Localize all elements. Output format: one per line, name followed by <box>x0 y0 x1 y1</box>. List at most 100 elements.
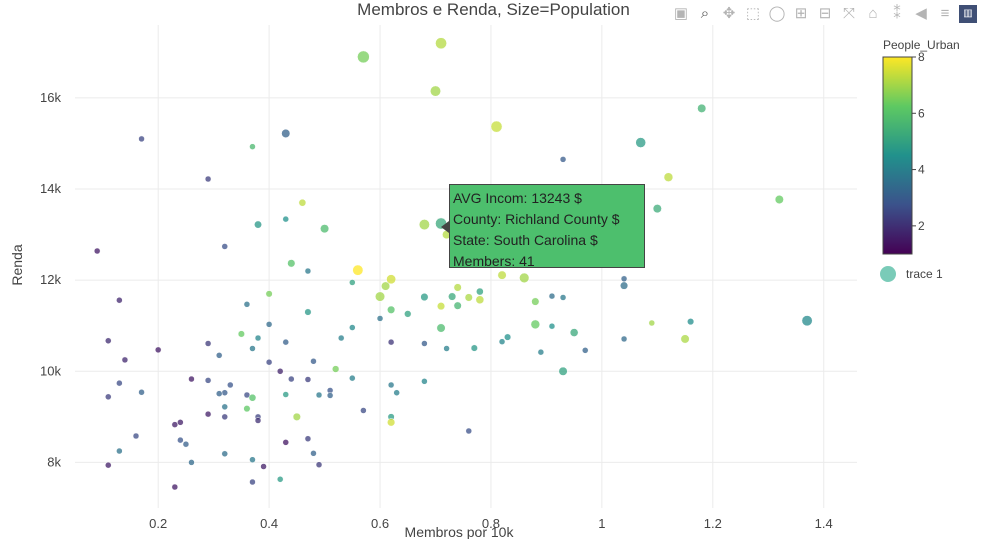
data-point[interactable] <box>260 463 267 470</box>
data-point[interactable] <box>497 270 507 280</box>
data-point[interactable] <box>243 405 251 413</box>
data-point[interactable] <box>393 389 400 396</box>
data-point[interactable] <box>171 421 179 428</box>
data-point[interactable] <box>352 264 364 276</box>
data-point[interactable] <box>435 37 447 50</box>
data-point[interactable] <box>620 335 628 343</box>
data-point[interactable] <box>105 393 112 401</box>
data-point[interactable] <box>331 365 340 373</box>
data-point[interactable] <box>254 220 262 229</box>
spike-lines-icon[interactable]: ⁑ <box>893 5 901 22</box>
data-point[interactable] <box>282 215 290 223</box>
data-point[interactable] <box>635 137 646 148</box>
data-point[interactable] <box>470 344 478 352</box>
data-point[interactable] <box>498 338 506 345</box>
data-point[interactable] <box>349 279 356 286</box>
data-point[interactable] <box>177 419 184 426</box>
data-point[interactable] <box>349 324 356 331</box>
data-point[interactable] <box>304 376 312 383</box>
data-points[interactable] <box>93 37 813 491</box>
data-point[interactable] <box>265 290 273 298</box>
data-point[interactable] <box>475 295 485 305</box>
data-point[interactable] <box>375 291 386 302</box>
data-point[interactable] <box>436 302 446 311</box>
data-point[interactable] <box>177 436 184 444</box>
data-point[interactable] <box>337 334 345 342</box>
data-point[interactable] <box>465 427 473 435</box>
data-point[interactable] <box>648 319 656 327</box>
pan-icon[interactable]: ✥ <box>722 5 736 22</box>
data-point[interactable] <box>288 375 295 383</box>
data-point[interactable] <box>326 392 334 399</box>
data-point[interactable] <box>237 330 245 338</box>
data-point[interactable] <box>276 368 284 375</box>
zoom-icon[interactable]: ⌕ <box>700 5 710 22</box>
data-point[interactable] <box>221 243 228 250</box>
data-point[interactable] <box>204 410 212 418</box>
data-point[interactable] <box>254 417 262 424</box>
data-point[interactable] <box>154 346 162 354</box>
data-point[interactable] <box>287 259 296 268</box>
hover-compare-icon[interactable]: ≡ <box>940 5 950 22</box>
data-point[interactable] <box>652 204 662 214</box>
data-point[interactable] <box>801 315 813 327</box>
data-point[interactable] <box>221 403 228 411</box>
data-point[interactable] <box>281 128 291 138</box>
data-point[interactable] <box>559 294 567 301</box>
data-point[interactable] <box>697 103 707 113</box>
data-point[interactable] <box>453 301 462 310</box>
data-point[interactable] <box>93 247 101 255</box>
data-point[interactable] <box>310 358 317 365</box>
home-icon[interactable]: ⌂ <box>868 5 878 22</box>
data-point[interactable] <box>537 348 545 356</box>
data-point[interactable] <box>249 478 256 486</box>
data-point[interactable] <box>349 374 356 382</box>
data-point[interactable] <box>376 315 384 322</box>
data-point[interactable] <box>530 319 541 330</box>
data-point[interactable] <box>204 377 212 384</box>
data-point[interactable] <box>448 292 457 301</box>
data-point[interactable] <box>387 381 395 389</box>
data-point[interactable] <box>138 135 145 143</box>
data-point[interactable] <box>581 347 589 354</box>
data-point[interactable] <box>182 440 190 448</box>
data-point[interactable] <box>304 308 312 316</box>
data-point[interactable] <box>132 432 140 440</box>
data-point[interactable] <box>315 391 323 399</box>
zoom-in-icon[interactable]: ⊞ <box>794 5 808 22</box>
camera-icon[interactable]: ▣ <box>673 5 689 22</box>
data-point[interactable] <box>404 310 412 318</box>
data-point[interactable] <box>215 390 223 397</box>
legend-item[interactable]: trace 1 <box>880 266 943 282</box>
data-point[interactable] <box>215 352 223 359</box>
data-point[interactable] <box>548 322 556 330</box>
data-point[interactable] <box>188 375 195 383</box>
data-point[interactable] <box>304 267 312 275</box>
lasso-icon[interactable]: ◯ <box>768 5 786 22</box>
data-point[interactable] <box>265 321 273 328</box>
data-point[interactable] <box>386 274 397 285</box>
data-point[interactable] <box>310 450 317 457</box>
data-point[interactable] <box>774 195 784 205</box>
zoom-out-icon[interactable]: ⊟ <box>818 5 832 22</box>
data-point[interactable] <box>558 366 568 376</box>
data-point[interactable] <box>418 219 430 231</box>
data-point[interactable] <box>265 358 273 366</box>
data-point[interactable] <box>421 340 428 347</box>
data-point[interactable] <box>387 418 396 427</box>
data-point[interactable] <box>304 435 312 442</box>
data-point[interactable] <box>519 272 530 283</box>
data-point[interactable] <box>387 305 396 314</box>
data-point[interactable] <box>548 292 556 300</box>
data-point[interactable] <box>116 447 123 455</box>
data-point[interactable] <box>504 333 512 341</box>
data-point[interactable] <box>282 391 290 398</box>
box-select-icon[interactable]: ⬚ <box>745 5 761 22</box>
data-point[interactable] <box>282 439 290 446</box>
data-point[interactable] <box>569 328 579 337</box>
data-point[interactable] <box>221 450 228 458</box>
data-point[interactable] <box>357 50 370 64</box>
hover-closest-icon[interactable]: ◀ <box>915 5 927 22</box>
data-point[interactable] <box>116 296 123 304</box>
